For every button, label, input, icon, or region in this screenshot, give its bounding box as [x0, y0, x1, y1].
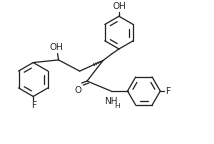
- Text: OH: OH: [49, 43, 63, 52]
- Text: H: H: [114, 103, 119, 109]
- Text: F: F: [31, 101, 36, 110]
- Text: O: O: [75, 86, 82, 95]
- Text: NH: NH: [104, 97, 117, 106]
- Text: F: F: [165, 87, 170, 96]
- Text: OH: OH: [112, 2, 126, 11]
